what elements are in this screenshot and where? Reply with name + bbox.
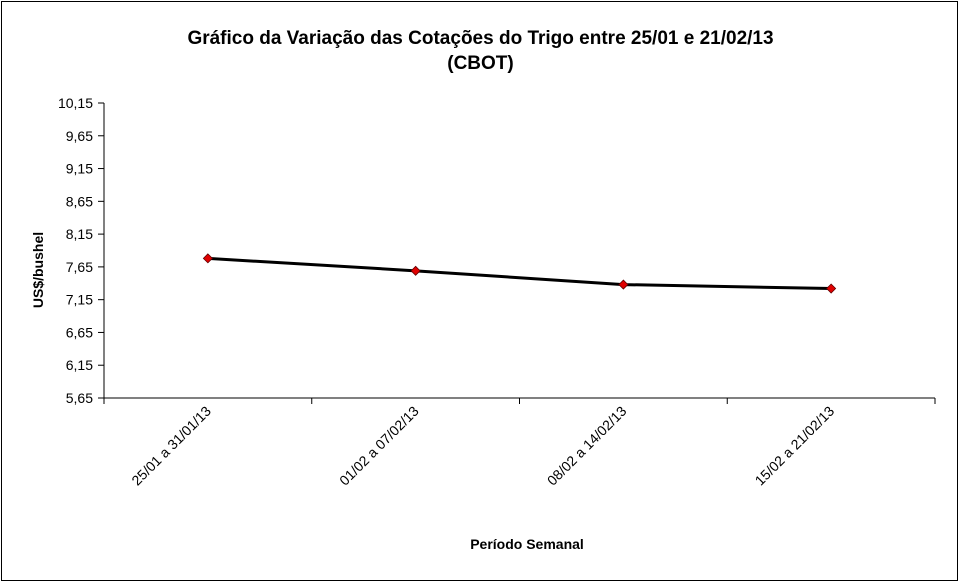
data-point	[826, 283, 837, 294]
x-axis: 25/01 a 31/01/13 01/02 a 07/02/13 08/02 a …	[103, 397, 936, 489]
y-tick-label: 7,15	[66, 292, 93, 308]
x-axis-title: Período Semanal	[470, 536, 584, 552]
chart-title: Gráfico da Variação das Cotações do Trig…	[187, 28, 774, 49]
y-axis-title: US$/bushel	[30, 232, 46, 308]
y-axis: 5,65 6,15 6,65 7,15 7,65 8,15 8,65 9,15 9,65 10,1…	[58, 95, 105, 406]
y-tick-label: 10,15	[58, 95, 93, 111]
y-tick-label: 8,65	[66, 193, 93, 209]
chart-title-block: Gráfico da Variação das Cotações do Trig…	[0, 26, 961, 76]
chart-subtitle: (CBOT)	[447, 53, 514, 74]
y-tick-label: 9,15	[66, 161, 93, 177]
x-tick-label: 01/02 a 07/02/13	[336, 403, 422, 489]
data-point	[202, 253, 213, 264]
y-tick-label: 7,65	[66, 259, 93, 275]
data-point	[410, 265, 421, 276]
data-point	[618, 279, 629, 290]
y-tick-label: 8,15	[66, 226, 93, 242]
x-tick-label: 15/02 a 21/02/13	[752, 403, 838, 489]
plot-area	[202, 253, 837, 294]
y-tick-label: 6,15	[66, 357, 93, 373]
y-tick-label: 9,65	[66, 128, 93, 144]
y-tick-label: 5,65	[66, 390, 93, 406]
x-tick-label: 25/01 a 31/01/13	[128, 403, 214, 489]
y-tick-label: 6,65	[66, 324, 93, 340]
series-line	[207, 256, 832, 291]
x-tick-label: 08/02 a 14/02/13	[544, 403, 630, 489]
